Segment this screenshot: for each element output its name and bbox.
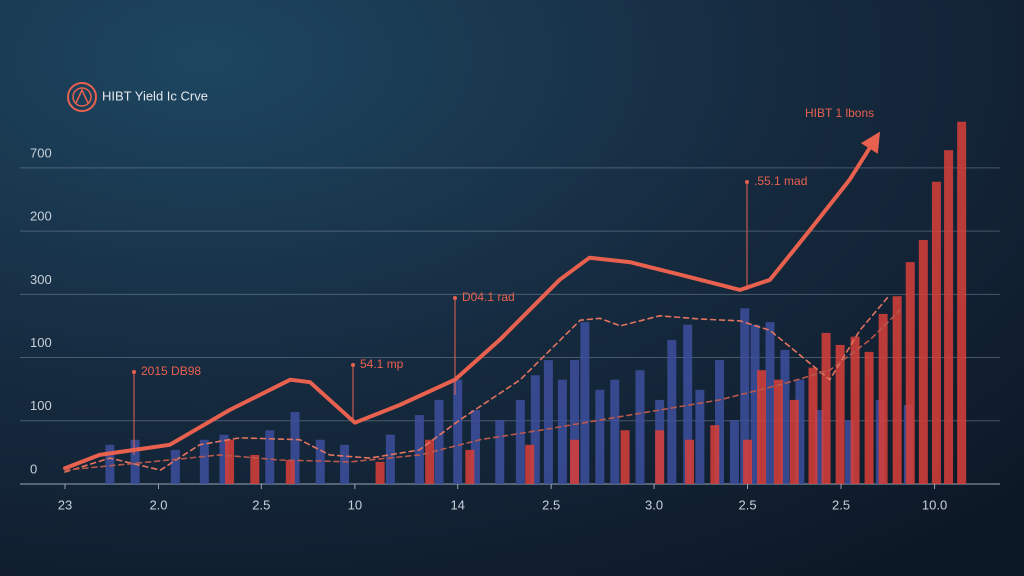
annotation: D04.1 rad: [462, 290, 515, 304]
x-tick-label: 2.5: [542, 497, 560, 512]
logo-icon: [67, 82, 97, 112]
bar: [225, 439, 235, 484]
bar: [265, 430, 275, 484]
y-tick-label: 700: [30, 145, 52, 160]
bar: [290, 411, 300, 484]
y-tick-label: 300: [30, 272, 52, 287]
bar: [635, 370, 645, 484]
bar: [219, 434, 229, 484]
bar: [835, 344, 845, 484]
bar: [773, 379, 783, 484]
bar: [465, 449, 475, 484]
annotation: .55.1 mad: [754, 174, 807, 188]
main-line: [63, 131, 881, 471]
bar: [340, 444, 350, 484]
bar: [905, 262, 915, 484]
bar: [685, 439, 695, 484]
bar: [543, 360, 553, 484]
bar: [525, 444, 535, 484]
bar: [199, 439, 209, 484]
annotation: 54.1 mp: [360, 357, 404, 371]
bar: [765, 322, 775, 484]
bar: [808, 367, 818, 484]
bar: [789, 399, 799, 484]
bar: [250, 454, 260, 484]
bar: [815, 410, 825, 484]
bar: [655, 430, 665, 484]
bar: [780, 349, 790, 484]
bar: [580, 322, 590, 484]
bar: [757, 370, 767, 484]
annotation-dot: [453, 296, 457, 300]
bar: [595, 389, 605, 484]
bar: [570, 439, 580, 484]
bar: [105, 444, 115, 484]
bar: [515, 399, 525, 484]
bar: [957, 121, 967, 484]
bar: [285, 459, 295, 484]
bar: [570, 360, 580, 484]
y-tick-label: 100: [30, 398, 52, 413]
bar: [375, 461, 385, 484]
x-tick-label: 23: [58, 497, 72, 512]
x-tick-label: 3.0: [645, 497, 663, 512]
x-tick-label: 2.0: [149, 497, 167, 512]
bar: [729, 420, 739, 484]
dashed-line: [64, 309, 901, 471]
bar: [795, 379, 805, 484]
annotation-dot: [351, 363, 355, 367]
bar: [667, 339, 677, 484]
bar: [434, 399, 444, 484]
bar: [743, 439, 753, 484]
annotation: 2015 DB98: [141, 364, 201, 378]
bar: [557, 379, 567, 484]
bar: [610, 379, 620, 484]
y-tick-label: 200: [30, 209, 52, 224]
dashed-line: [64, 294, 891, 473]
x-tick-label: 10: [348, 497, 362, 512]
bar: [130, 439, 140, 484]
bar: [931, 181, 941, 484]
annotation-dot: [745, 180, 749, 184]
bar: [864, 351, 874, 484]
bar: [683, 324, 693, 484]
bar: [170, 449, 180, 484]
x-tick-label: 10.0: [922, 497, 947, 512]
chart-title: HIBT Yield Ic Crve: [102, 88, 208, 103]
y-tick-label: 100: [30, 335, 52, 350]
bar: [470, 410, 480, 484]
bar: [385, 434, 395, 484]
bar: [740, 308, 750, 484]
bar: [495, 420, 505, 484]
bar: [878, 313, 888, 484]
x-tick-label: 2.5: [252, 497, 270, 512]
bar: [944, 150, 954, 485]
bar: [425, 439, 435, 484]
x-tick-label: 2.5: [832, 497, 850, 512]
annotation: HIBT 1 lbons: [805, 106, 874, 120]
bar: [892, 296, 902, 484]
y-tick-label: 0: [30, 461, 37, 476]
bar: [710, 425, 720, 484]
x-tick-label: 2.5: [739, 497, 757, 512]
bar: [715, 360, 724, 484]
bar: [530, 375, 540, 484]
annotation-dot: [132, 370, 136, 374]
bar: [850, 336, 860, 484]
bar: [453, 379, 463, 484]
bar: [620, 430, 630, 484]
x-tick-label: 14: [450, 497, 464, 512]
bar: [750, 324, 760, 484]
bar: [821, 332, 831, 484]
bar: [918, 239, 928, 484]
bar: [844, 420, 854, 484]
bar: [695, 389, 705, 484]
